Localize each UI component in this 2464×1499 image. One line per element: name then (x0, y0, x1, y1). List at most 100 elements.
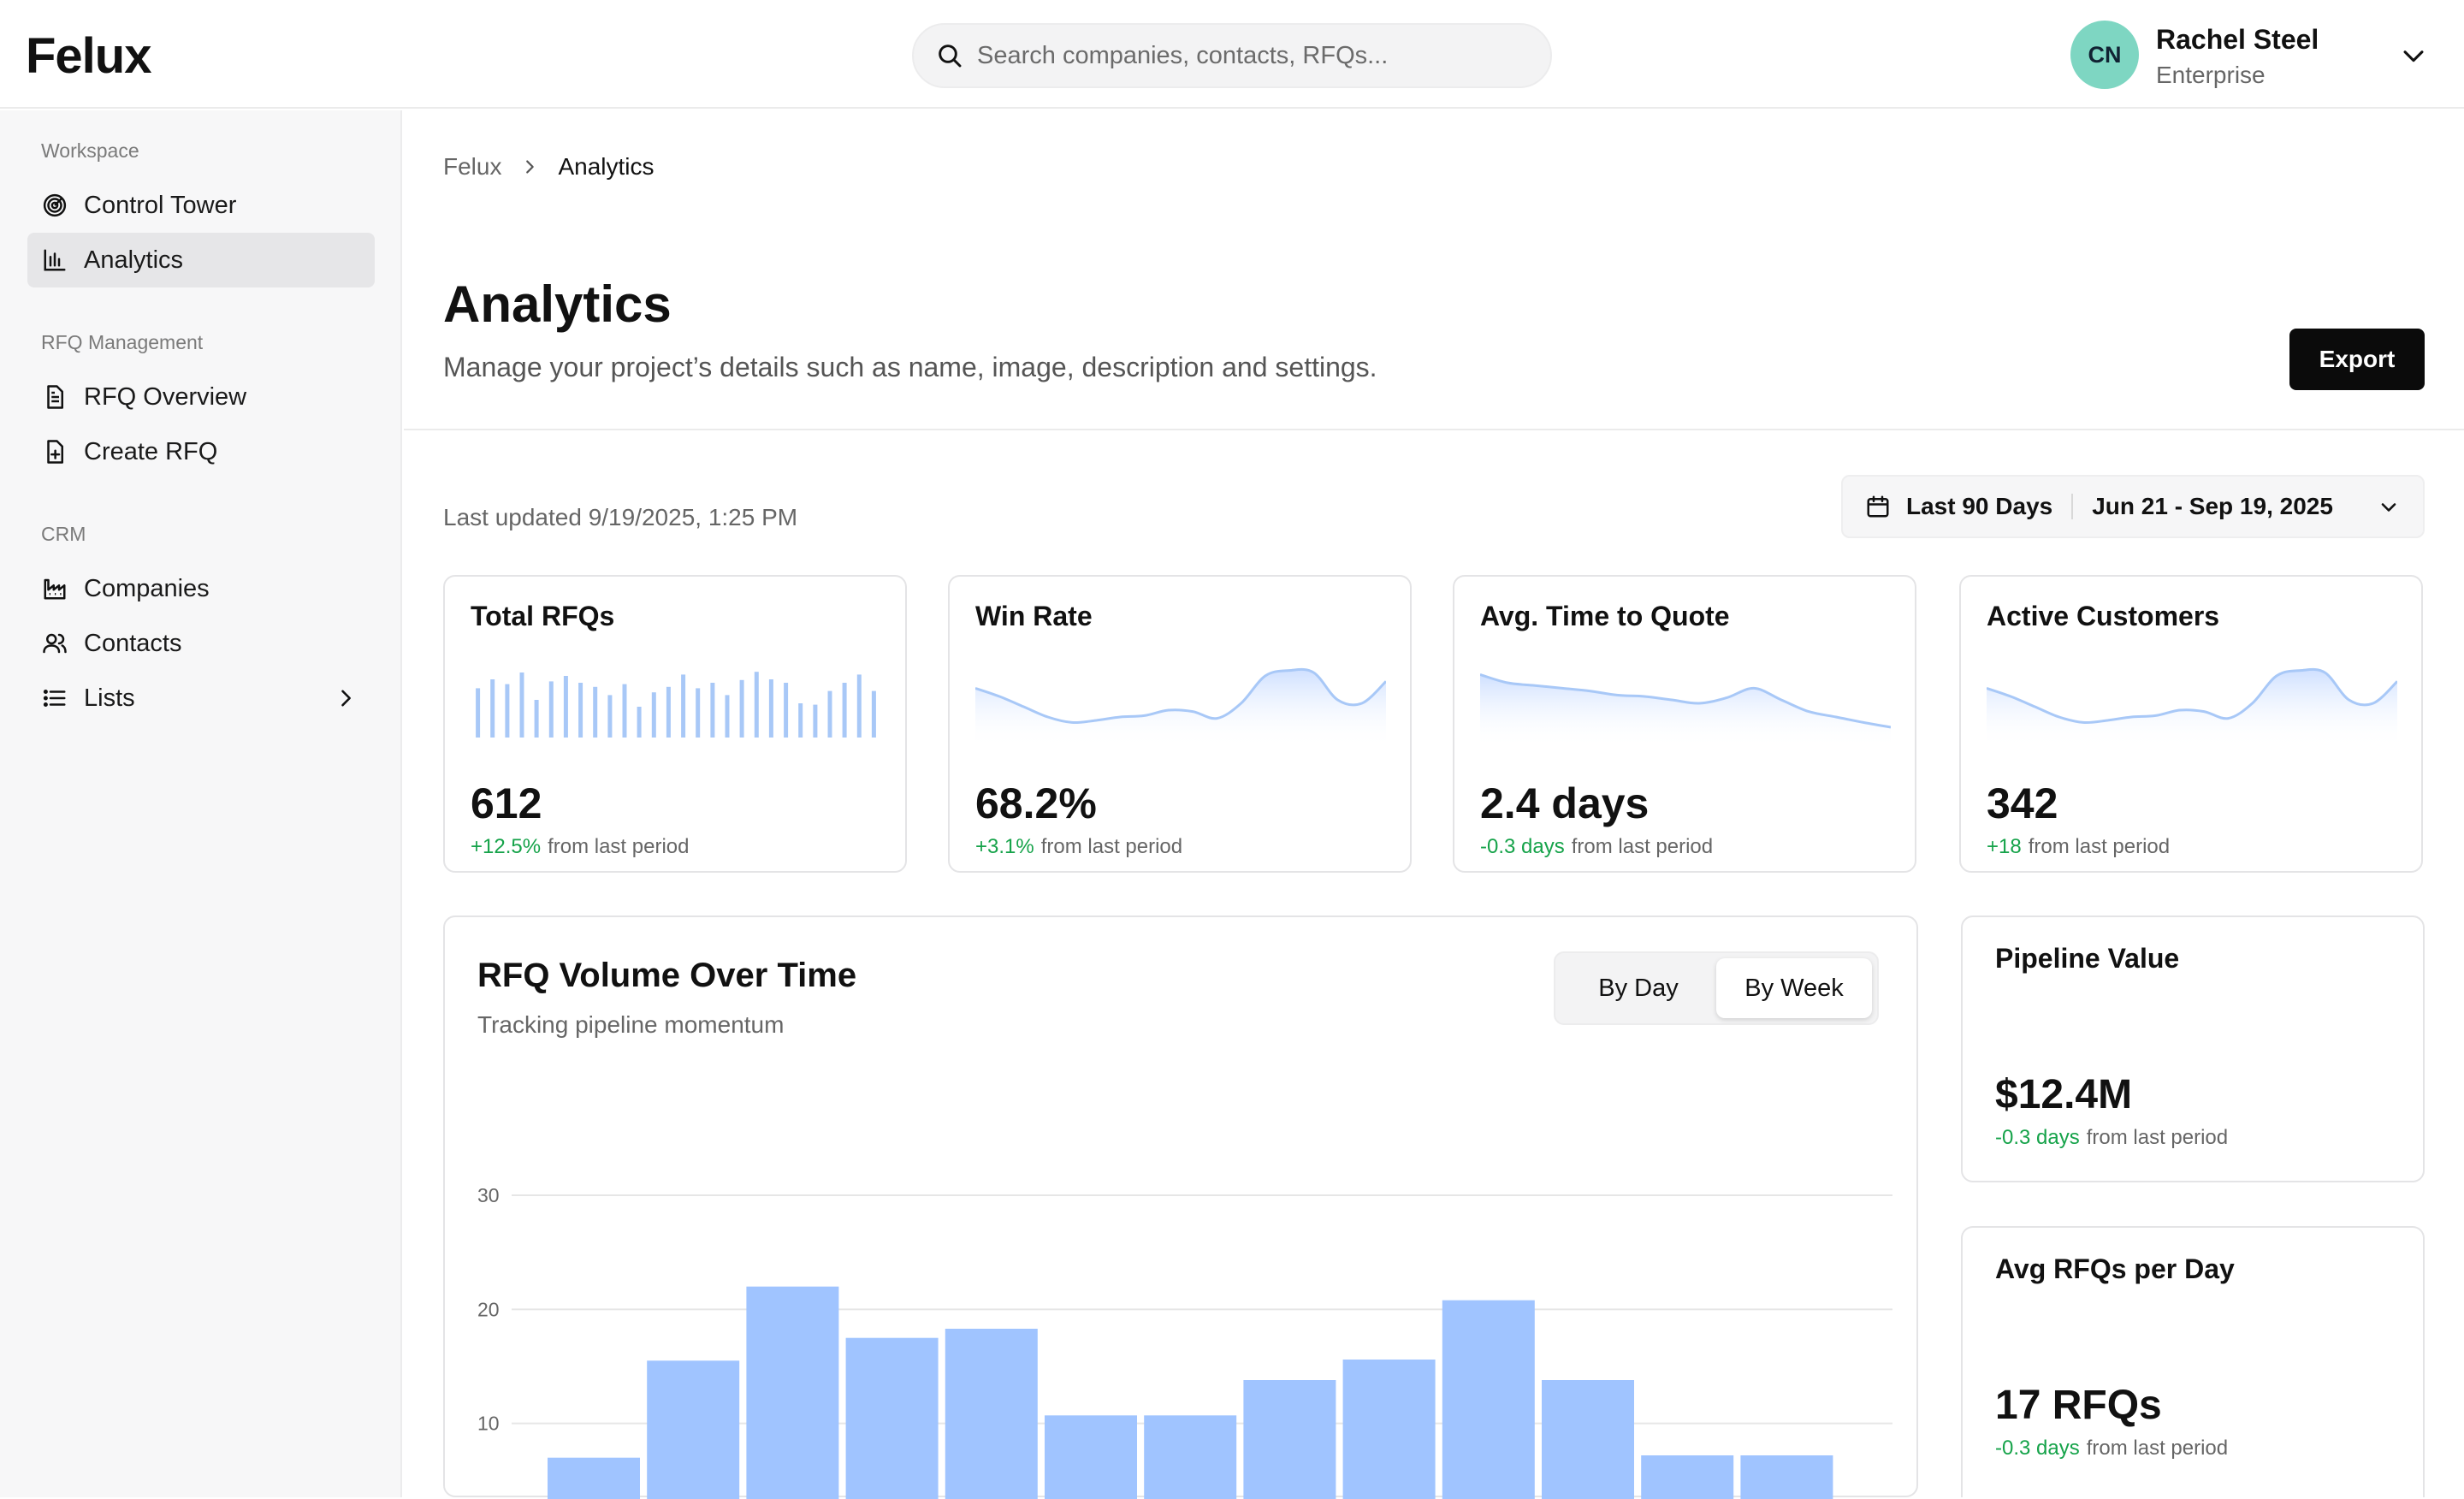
date-range-separator (2071, 494, 2074, 519)
sparkline-bar (842, 683, 847, 738)
kpi-title: Avg. Time to Quote (1480, 601, 1730, 631)
kpi-card-win-rate[interactable]: Win Rate 68.2% +3.1% from last period (948, 575, 1412, 873)
sidebar-item-label: Analytics (84, 246, 184, 274)
date-range-picker[interactable]: Last 90 Days Jun 21 - Sep 19, 2025 (1841, 475, 2425, 538)
sparkline-bar (754, 672, 759, 738)
sparkline-area (975, 669, 1386, 748)
sparkline-bar (593, 686, 598, 738)
sparkline-bar (476, 688, 481, 738)
main-content: Felux Analytics Analytics Manage your pr… (404, 110, 2464, 1499)
kpi-card-active-customers[interactable]: Active Customers 342 +18 from last period (1959, 575, 2423, 873)
page-subtitle: Manage your project’s details such as na… (443, 352, 1377, 382)
page-title: Analytics (443, 276, 672, 333)
pipeline-value-card[interactable]: Pipeline Value $12.4M -0.3 days from last… (1961, 915, 2425, 1182)
chart-bar-01-sep[interactable] (1542, 1380, 1634, 1499)
top-bar: Felux CN Rachel Steel Enterprise (0, 0, 2464, 109)
sidebar-item-companies[interactable]: Companies (27, 561, 375, 616)
chart-bar-04-aug[interactable] (1144, 1415, 1237, 1499)
kpi-delta-value: +12.5% (471, 835, 542, 858)
side-card-value: 17 RFQs (1995, 1383, 2162, 1428)
sparkline-bar (784, 683, 789, 738)
kpi-value: 342 (1987, 779, 2058, 827)
kpi-delta-text: from last period (1571, 835, 1714, 858)
chart-bar-23-jun[interactable] (548, 1457, 640, 1499)
date-range-dates: Jun 21 - Sep 19, 2025 (2092, 493, 2333, 519)
kpi-card-total-rfqs[interactable]: Total RFQs 612 +12.5% from last period (443, 575, 907, 873)
sparkline-bar (856, 674, 862, 738)
sparkline-bar (710, 683, 715, 738)
kpi-delta: +18 from last period (1987, 835, 2170, 859)
side-card-delta-text: from last period (2086, 1126, 2229, 1149)
kpi-value: 2.4 days (1480, 779, 1650, 827)
header-divider (404, 429, 2464, 430)
avatar[interactable]: CN (2070, 21, 2139, 89)
sparkline-area (1480, 674, 1891, 748)
sidebar-item-label: Companies (84, 574, 210, 602)
sparkline-bar (519, 672, 524, 738)
search-box[interactable] (912, 23, 1552, 88)
chart-bar-25-aug[interactable] (1442, 1300, 1535, 1499)
breadcrumb: Felux Analytics (443, 153, 654, 181)
sidebar-item-contacts[interactable]: Contacts (27, 616, 375, 671)
sidebar-section-crm: CRM (41, 523, 86, 545)
sparkline-bar (871, 690, 876, 738)
sidebar-item-label: Lists (84, 684, 135, 712)
sparkline-line (975, 667, 1386, 725)
kpi-title: Active Customers (1987, 601, 2220, 631)
chart-bar-18-aug[interactable] (1342, 1360, 1436, 1499)
chart-title: RFQ Volume Over Time (477, 957, 857, 994)
kpi-delta-text: from last period (1040, 835, 1183, 858)
y-tick-label: 30 (477, 1184, 500, 1206)
by-day-button[interactable]: By Day (1561, 958, 1716, 1018)
sidebar-item-create-rfq[interactable]: Create RFQ (27, 424, 375, 479)
sidebar-item-control-tower[interactable]: Control Tower (27, 178, 375, 233)
sparkline-bar (725, 695, 730, 738)
sparkline-bar (827, 690, 832, 738)
sidebar-item-rfq-overview[interactable]: RFQ Overview (27, 370, 375, 424)
breadcrumb-root[interactable]: Felux (443, 153, 502, 180)
users-icon (41, 630, 68, 657)
search-input[interactable] (977, 41, 1525, 70)
side-card-delta-value: -0.3 days (1995, 1437, 2080, 1460)
chart-bar-15-sep[interactable] (1740, 1455, 1833, 1499)
side-card-delta-value: -0.3 days (1995, 1126, 2080, 1149)
chevron-right-icon[interactable] (334, 686, 358, 710)
user-name: Rachel Steel (2156, 24, 2319, 55)
sparkline-bar (768, 679, 773, 738)
kpi-delta-text: from last period (2028, 835, 2171, 858)
chart-bar-21-jul[interactable] (945, 1329, 1038, 1499)
sparkline-bar (681, 674, 686, 738)
kpi-title: Win Rate (975, 601, 1093, 631)
sidebar-item-lists[interactable]: Lists (27, 671, 375, 726)
sidebar-item-label: RFQ Overview (84, 382, 247, 411)
chart-bar-28-jul[interactable] (1045, 1415, 1137, 1499)
by-week-button[interactable]: By Week (1716, 958, 1872, 1018)
chart-bar-30-jun[interactable] (647, 1360, 740, 1499)
avg-rfqs-per-day-card[interactable]: Avg RFQs per Day 17 RFQs -0.3 days from l… (1961, 1226, 2425, 1497)
kpi-value: 612 (471, 779, 542, 827)
sparkline-line (1480, 672, 1891, 729)
sidebar-item-analytics[interactable]: Analytics (27, 233, 375, 287)
user-menu[interactable]: CN Rachel Steel Enterprise (2070, 21, 2447, 91)
win-rate-sparkline (975, 667, 1386, 748)
sparkline-bar (739, 679, 744, 738)
chart-bar-14-jul[interactable] (845, 1337, 939, 1499)
breadcrumb-current: Analytics (558, 153, 654, 180)
export-button[interactable]: Export (2289, 329, 2425, 390)
kpi-card-avg-time-to-quote[interactable]: Avg. Time to Quote 2.4 days -0.3 days fro… (1453, 575, 1916, 873)
search-icon (939, 44, 962, 68)
sparkline-area (1987, 669, 2397, 748)
chart-bar-08-sep[interactable] (1641, 1455, 1734, 1499)
chart-bar-07-jul[interactable] (746, 1286, 839, 1499)
chart-bar-11-aug[interactable] (1243, 1380, 1336, 1499)
sparkline-bar (607, 695, 613, 738)
chevron-down-icon[interactable] (2399, 41, 2428, 70)
kpi-delta-value: +18 (1987, 835, 2022, 858)
date-range-preset: Last 90 Days (1906, 493, 2053, 519)
app-logo[interactable]: Felux (26, 28, 151, 84)
sidebar-item-label: Contacts (84, 629, 182, 657)
bar-chart-icon (41, 246, 68, 274)
granularity-toggle: By Day By Week (1554, 951, 1879, 1025)
chevron-down-icon (2381, 503, 2396, 512)
sidebar-item-label: Control Tower (84, 191, 237, 219)
